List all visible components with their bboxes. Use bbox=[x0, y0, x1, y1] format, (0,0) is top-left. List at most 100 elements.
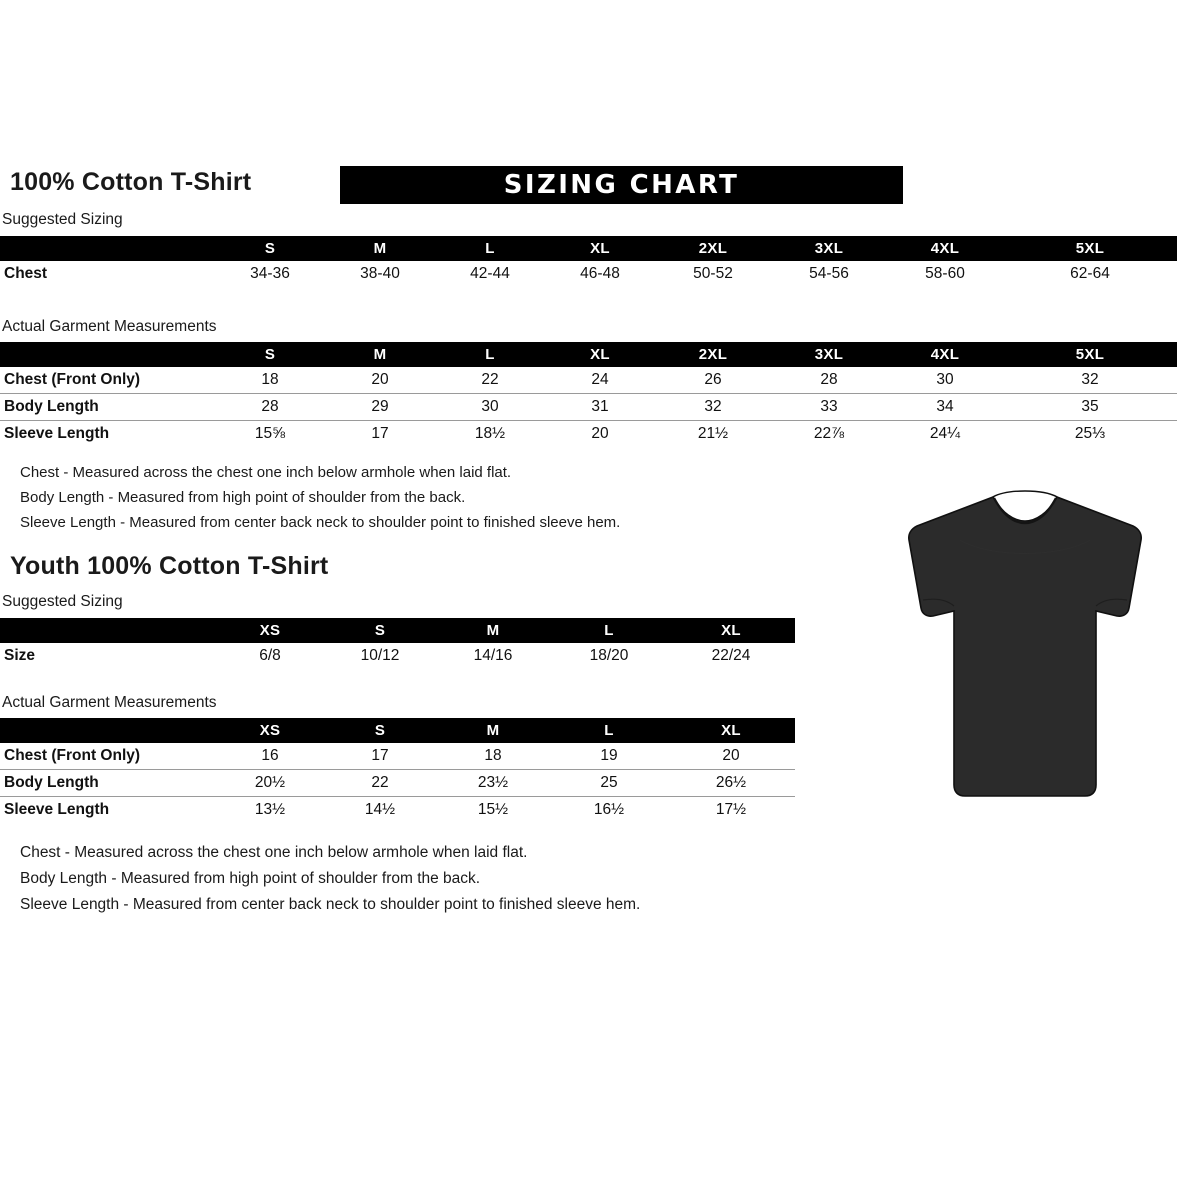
adult-note: Sleeve Length - Measured from center bac… bbox=[20, 514, 621, 531]
youth-suggested-cell: 18/20 bbox=[589, 647, 629, 664]
table-row: Chest (Front Only) 16 17 18 19 20 bbox=[0, 743, 795, 770]
adult-actual-header-3xl: 3XL bbox=[771, 342, 887, 367]
adult-suggested-header-5xl: 5XL bbox=[1003, 236, 1177, 261]
sizing-chart-banner: SIZING CHART bbox=[340, 166, 903, 204]
youth-actual-cell: 26½ bbox=[667, 769, 795, 797]
adult-note: Body Length - Measured from high point o… bbox=[20, 489, 466, 506]
adult-actual-header-m: M bbox=[325, 342, 435, 367]
adult-actual-cell: 34 bbox=[887, 393, 1003, 421]
youth-actual-cell: 20 bbox=[722, 747, 740, 764]
adult-suggested-cell: 46-48 bbox=[580, 265, 620, 282]
adult-actual-cell: 31 bbox=[545, 393, 655, 421]
table-row: Chest 34-36 38-40 42-44 46-48 50-52 54-56 58-60… bbox=[0, 261, 1177, 287]
adult-actual-cell: 32 bbox=[1081, 371, 1099, 388]
adult-actual-row-label: Body Length bbox=[0, 393, 215, 421]
adult-suggested-header-2xl: 2XL bbox=[655, 236, 771, 261]
adult-actual-cell: 18½ bbox=[435, 420, 545, 447]
adult-actual-cell: 22⅞ bbox=[771, 420, 887, 447]
youth-actual-header-m: M bbox=[435, 718, 551, 743]
adult-actual-header-l: L bbox=[435, 342, 545, 367]
youth-actual-cell: 20½ bbox=[215, 769, 325, 797]
youth-actual-cell: 23½ bbox=[435, 769, 551, 797]
youth-suggested-header-xl: XL bbox=[667, 618, 795, 643]
adult-actual-cell: 35 bbox=[1003, 393, 1177, 421]
youth-actual-cell: 17 bbox=[371, 747, 389, 764]
adult-actual-cell: 24¼ bbox=[887, 420, 1003, 447]
adult-actual-cell: 21½ bbox=[655, 420, 771, 447]
adult-suggested-cell: 42-44 bbox=[470, 265, 510, 282]
adult-actual-cell: 30 bbox=[435, 393, 545, 421]
adult-actual-cell: 26 bbox=[704, 371, 722, 388]
adult-note: Chest - Measured across the chest one in… bbox=[20, 464, 512, 481]
youth-actual-cell: 19 bbox=[600, 747, 618, 764]
youth-actual-header-xs: XS bbox=[215, 718, 325, 743]
adult-measurement-notes: Chest - Measured across the chest one in… bbox=[20, 460, 620, 535]
adult-suggested-row-label: Chest bbox=[4, 265, 48, 282]
youth-actual-cell: 15½ bbox=[435, 796, 551, 823]
youth-actual-header-l: L bbox=[551, 718, 667, 743]
adult-suggested-cell: 38-40 bbox=[360, 265, 400, 282]
adult-actual-measurements-table: S M L XL 2XL 3XL 4XL 5XL Chest (Front Only) 18 20… bbox=[0, 342, 1177, 447]
adult-suggested-cell: 62-64 bbox=[1070, 265, 1110, 282]
youth-actual-row-label: Chest (Front Only) bbox=[4, 747, 141, 764]
youth-note: Body Length - Measured from high point o… bbox=[20, 870, 481, 887]
adult-actual-header-xl: XL bbox=[545, 342, 655, 367]
adult-suggested-cell: 58-60 bbox=[925, 265, 965, 282]
youth-actual-header-s: S bbox=[325, 718, 435, 743]
youth-section-title: Youth 100% Cotton T-Shirt bbox=[10, 552, 329, 580]
youth-actual-measurements-table: XS S M L XL Chest (Front Only) 16 17 18 19 20 Body… bbox=[0, 718, 795, 823]
youth-actual-cell: 16 bbox=[261, 747, 279, 764]
youth-suggested-cell: 6/8 bbox=[259, 647, 281, 664]
adult-suggested-header-3xl: 3XL bbox=[771, 236, 887, 261]
youth-note: Chest - Measured across the chest one in… bbox=[20, 844, 528, 861]
youth-suggested-sizing-table: XS S M L XL Size 6/8 10/12 14/16 18/20 22/24 bbox=[0, 618, 795, 669]
adult-actual-cell: 18 bbox=[261, 371, 279, 388]
adult-actual-header-s: S bbox=[215, 342, 325, 367]
table-row: Body Length 20½ 22 23½ 25 26½ bbox=[0, 769, 795, 797]
adult-actual-cell: 20 bbox=[371, 371, 389, 388]
adult-suggested-header-s: S bbox=[215, 236, 325, 261]
youth-note: Sleeve Length - Measured from center bac… bbox=[20, 896, 641, 913]
youth-suggested-row-label: Size bbox=[4, 647, 36, 664]
youth-suggested-cell: 10/12 bbox=[360, 647, 400, 664]
youth-actual-cell: 13½ bbox=[215, 796, 325, 823]
adult-suggested-cell: 50-52 bbox=[693, 265, 733, 282]
sizing-chart-banner-label: SIZING CHART bbox=[503, 170, 740, 200]
youth-actual-cell: 17½ bbox=[667, 796, 795, 823]
adult-actual-cell: 28 bbox=[215, 393, 325, 421]
youth-actual-cell: 16½ bbox=[551, 796, 667, 823]
adult-suggested-sizing-label: Suggested Sizing bbox=[2, 211, 123, 228]
adult-actual-header-rowlabel bbox=[0, 342, 215, 367]
adult-actual-cell: 20 bbox=[545, 420, 655, 447]
adult-suggested-header-l: L bbox=[435, 236, 545, 261]
youth-suggested-sizing-label: Suggested Sizing bbox=[2, 593, 123, 610]
adult-actual-cell: 28 bbox=[820, 371, 838, 388]
adult-suggested-header-rowlabel bbox=[0, 236, 215, 261]
adult-actual-cell: 24 bbox=[591, 371, 609, 388]
youth-actual-header-xl: XL bbox=[667, 718, 795, 743]
adult-suggested-sizing-table: S M L XL 2XL 3XL 4XL 5XL Chest 34-36 38-40 42-44 46… bbox=[0, 236, 1177, 287]
youth-actual-cell: 18 bbox=[484, 747, 502, 764]
youth-measurement-notes: Chest - Measured across the chest one in… bbox=[20, 840, 640, 918]
youth-suggested-header-m: M bbox=[435, 618, 551, 643]
table-header-row: XS S M L XL bbox=[0, 718, 795, 743]
table-row: Chest (Front Only) 18 20 22 24 26 28 30 32 bbox=[0, 367, 1177, 394]
table-row: Size 6/8 10/12 14/16 18/20 22/24 bbox=[0, 643, 795, 669]
adult-suggested-header-m: M bbox=[325, 236, 435, 261]
youth-suggested-header-rowlabel bbox=[0, 618, 215, 643]
youth-suggested-header-l: L bbox=[551, 618, 667, 643]
table-header-row: XS S M L XL bbox=[0, 618, 795, 643]
adult-actual-cell: 32 bbox=[655, 393, 771, 421]
youth-suggested-header-s: S bbox=[325, 618, 435, 643]
adult-suggested-header-xl: XL bbox=[545, 236, 655, 261]
adult-suggested-cell: 54-56 bbox=[809, 265, 849, 282]
adult-actual-row-label: Sleeve Length bbox=[0, 420, 215, 447]
youth-actual-cell: 22 bbox=[325, 769, 435, 797]
adult-actual-cell: 29 bbox=[325, 393, 435, 421]
adult-suggested-cell: 34-36 bbox=[250, 265, 290, 282]
adult-suggested-header-4xl: 4XL bbox=[887, 236, 1003, 261]
adult-section-title: 100% Cotton T-Shirt bbox=[10, 168, 252, 196]
youth-suggested-header-xs: XS bbox=[215, 618, 325, 643]
youth-suggested-cell: 22/24 bbox=[711, 647, 751, 664]
adult-actual-cell: 30 bbox=[936, 371, 954, 388]
